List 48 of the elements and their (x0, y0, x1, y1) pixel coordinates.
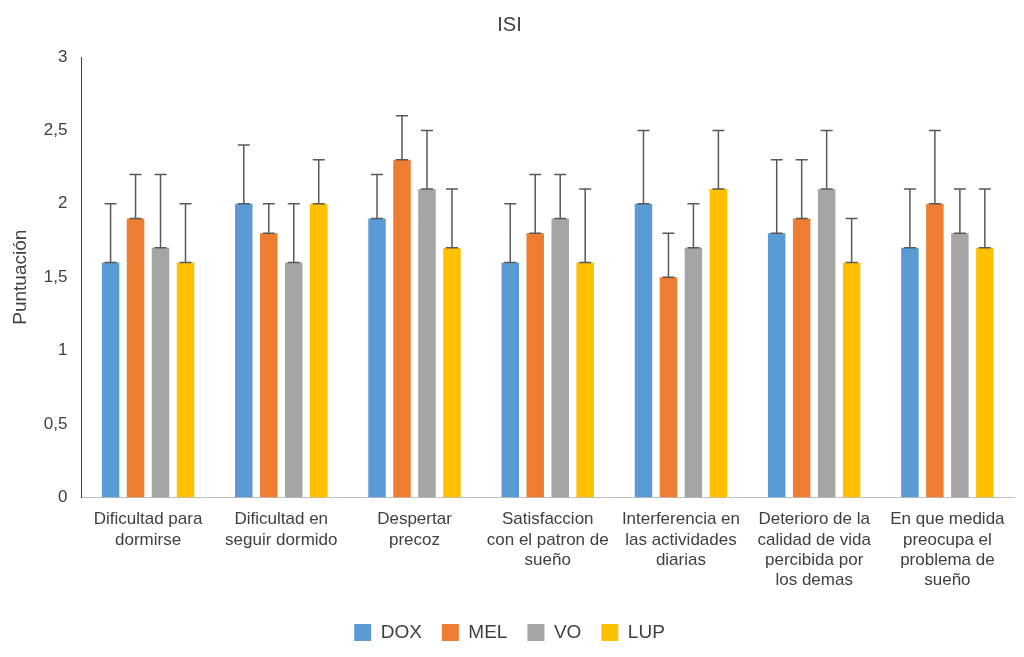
x-tick-label: Dificultad para dormirse (93, 509, 203, 549)
y-tick-label: 1,5 (43, 266, 68, 286)
bar (151, 247, 170, 498)
bar (443, 247, 461, 498)
chart-title: ISI (497, 12, 522, 35)
bar (310, 203, 328, 498)
bar (176, 262, 195, 498)
legend-label: MEL (468, 620, 508, 642)
y-tick-label: 2 (57, 193, 68, 213)
x-tick-label: Interferencia en las actividades diarias (621, 509, 741, 570)
legend-label: DOX (380, 620, 423, 642)
y-tick-label: 0 (57, 487, 68, 507)
y-tick-label: 2,5 (43, 120, 68, 140)
bar (792, 218, 811, 498)
bar (368, 218, 386, 498)
legend-label: VO (553, 620, 582, 642)
bar (393, 159, 411, 498)
x-tick-label: Dificultad en seguir dormido (225, 509, 338, 549)
legend-label: LUP (627, 620, 665, 642)
bar (285, 262, 303, 498)
bar (901, 247, 919, 498)
bar (684, 247, 703, 498)
bar (101, 262, 120, 498)
bar (709, 189, 728, 498)
y-tick-label: 3 (57, 46, 68, 66)
bar (260, 233, 278, 498)
bar (817, 189, 836, 498)
x-tick-label: Despertar precoz (377, 509, 453, 549)
bar (926, 203, 944, 498)
bar (634, 203, 653, 498)
bar (842, 262, 861, 498)
bar (951, 233, 969, 498)
x-tick-label: En que medida preocupa el problema de sueño (890, 509, 1006, 590)
bar (659, 277, 678, 498)
bar (235, 203, 253, 498)
bar (976, 247, 994, 498)
bar (418, 189, 436, 498)
bar (526, 233, 544, 498)
x-tick-label: Deterioro de la calidad de vida percibida por los demas (757, 509, 872, 590)
bar (576, 262, 594, 498)
y-tick-label: 0,5 (43, 413, 68, 433)
bar (126, 218, 145, 498)
bar (501, 262, 519, 498)
y-axis-title: Puntuación (8, 229, 30, 325)
bar (767, 233, 786, 498)
y-tick-label: 1 (57, 340, 68, 360)
x-tick-label: Satisfaccion con el patron de sueño (486, 509, 609, 570)
bar (551, 218, 569, 498)
